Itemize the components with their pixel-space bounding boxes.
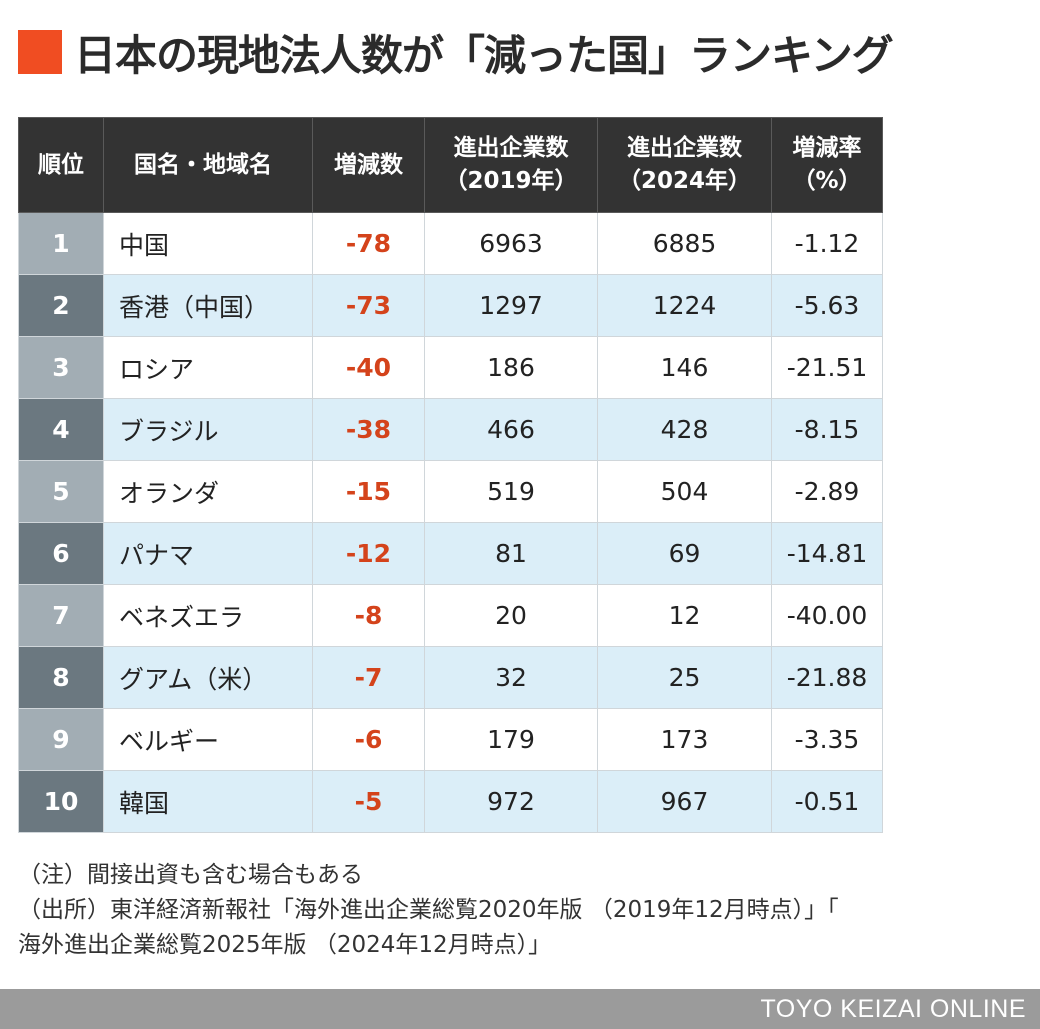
page-title: 日本の現地法人数が「減った国」ランキング <box>74 30 894 80</box>
diff-cell: -8 <box>312 584 425 647</box>
header-rate: 増減率 （%） <box>771 117 883 213</box>
count-2019-cell: 1297 <box>424 274 598 337</box>
table-header: 順位 国名・地域名 増減数 進出企業数 （2019年） 進出企業数 （2024年… <box>18 117 883 213</box>
title-area: 日本の現地法人数が「減った国」ランキング <box>18 22 894 82</box>
source-text-line1: （出所）東洋経済新報社「海外進出企業総覧2020年版 （2019年12月時点）」… <box>18 897 839 923</box>
rate-cell: -8.15 <box>771 398 883 461</box>
table-row: 10 韓国 -5 972 967 -0.51 <box>18 770 883 833</box>
diff-cell: -7 <box>312 646 425 709</box>
country-name-cell: ベネズエラ <box>103 584 313 647</box>
rate-cell: -21.88 <box>771 646 883 709</box>
country-name-cell: 韓国 <box>103 770 313 833</box>
rank-cell: 6 <box>18 522 104 585</box>
diff-cell: -12 <box>312 522 425 585</box>
header-rate-line1: 増減率 <box>792 135 862 161</box>
count-2024-cell: 146 <box>597 336 772 399</box>
count-2019-cell: 20 <box>424 584 598 647</box>
header-diff: 増減数 <box>312 117 425 213</box>
country-name-cell: ロシア <box>103 336 313 399</box>
diff-cell: -15 <box>312 460 425 523</box>
count-2024-cell: 25 <box>597 646 772 709</box>
title-marker-icon <box>18 30 62 74</box>
table-row: 2 香港（中国） -73 1297 1224 -5.63 <box>18 274 883 337</box>
count-2019-cell: 519 <box>424 460 598 523</box>
rank-cell: 5 <box>18 460 104 523</box>
diff-cell: -6 <box>312 708 425 771</box>
header-count-2024-line1: 進出企業数 <box>627 135 742 161</box>
header-count-2019-line1: 進出企業数 <box>453 135 569 161</box>
diff-cell: -73 <box>312 274 425 337</box>
country-name-cell: ベルギー <box>103 708 313 771</box>
brand-logo: TOYO KEIZAI ONLINE <box>760 995 1026 1023</box>
diff-cell: -38 <box>312 398 425 461</box>
rank-cell: 4 <box>18 398 104 461</box>
source-text-line2: 海外進出企業総覧2025年版 （2024年12月時点）」 <box>18 932 552 958</box>
header-name-label: 国名・地域名 <box>134 151 272 178</box>
count-2024-cell: 1224 <box>597 274 772 337</box>
count-2024-cell: 504 <box>597 460 772 523</box>
count-2024-cell: 428 <box>597 398 772 461</box>
rate-cell: -14.81 <box>771 522 883 585</box>
note-text: （注）間接出資も含む場合もある <box>18 862 363 888</box>
header-count-2024: 進出企業数 （2024年） <box>597 117 772 213</box>
diff-cell: -78 <box>312 212 425 275</box>
rate-cell: -1.12 <box>771 212 883 275</box>
header-row: 順位 国名・地域名 増減数 進出企業数 （2019年） 進出企業数 （2024年… <box>18 117 883 213</box>
rank-cell: 8 <box>18 646 104 709</box>
table-row: 3 ロシア -40 186 146 -21.51 <box>18 336 883 399</box>
rank-cell: 3 <box>18 336 104 399</box>
rate-cell: -2.89 <box>771 460 883 523</box>
diff-cell: -5 <box>312 770 425 833</box>
header-count-2019-line2: （2019年） <box>444 168 578 194</box>
count-2024-cell: 6885 <box>597 212 772 275</box>
header-count-2024-line2: （2024年） <box>617 168 751 194</box>
ranking-table: 順位 国名・地域名 増減数 進出企業数 （2019年） 進出企業数 （2024年… <box>18 117 883 833</box>
table-row: 6 パナマ -12 81 69 -14.81 <box>18 522 883 585</box>
count-2019-cell: 32 <box>424 646 598 709</box>
table-row: 1 中国 -78 6963 6885 -1.12 <box>18 212 883 275</box>
count-2019-cell: 186 <box>424 336 598 399</box>
rank-cell: 2 <box>18 274 104 337</box>
header-count-2019: 進出企業数 （2019年） <box>424 117 598 213</box>
count-2024-cell: 69 <box>597 522 772 585</box>
table-row: 4 ブラジル -38 466 428 -8.15 <box>18 398 883 461</box>
table-row: 5 オランダ -15 519 504 -2.89 <box>18 460 883 523</box>
header-rate-line2: （%） <box>792 168 862 194</box>
table-row: 7 ベネズエラ -8 20 12 -40.00 <box>18 584 883 647</box>
count-2019-cell: 179 <box>424 708 598 771</box>
table-row: 9 ベルギー -6 179 173 -3.35 <box>18 708 883 771</box>
count-2024-cell: 173 <box>597 708 772 771</box>
rate-cell: -21.51 <box>771 336 883 399</box>
count-2019-cell: 81 <box>424 522 598 585</box>
country-name-cell: グアム（米） <box>103 646 313 709</box>
rate-cell: -3.35 <box>771 708 883 771</box>
country-name-cell: 中国 <box>103 212 313 275</box>
footer-bar: TOYO KEIZAI ONLINE <box>0 989 1040 1029</box>
country-name-cell: ブラジル <box>103 398 313 461</box>
header-rank: 順位 <box>18 117 104 213</box>
country-name-cell: オランダ <box>103 460 313 523</box>
count-2024-cell: 967 <box>597 770 772 833</box>
country-name-cell: 香港（中国） <box>103 274 313 337</box>
country-name-cell: パナマ <box>103 522 313 585</box>
rate-cell: -40.00 <box>771 584 883 647</box>
rate-cell: -5.63 <box>771 274 883 337</box>
count-2019-cell: 972 <box>424 770 598 833</box>
diff-cell: -40 <box>312 336 425 399</box>
count-2019-cell: 6963 <box>424 212 598 275</box>
rank-cell: 1 <box>18 212 104 275</box>
header-name: 国名・地域名 <box>103 117 313 213</box>
table-body: 1 中国 -78 6963 6885 -1.12 2 香港（中国） -73 12… <box>18 212 883 833</box>
count-2024-cell: 12 <box>597 584 772 647</box>
rank-cell: 7 <box>18 584 104 647</box>
rank-cell: 9 <box>18 708 104 771</box>
rank-cell: 10 <box>18 770 104 833</box>
count-2019-cell: 466 <box>424 398 598 461</box>
rate-cell: -0.51 <box>771 770 883 833</box>
notes: （注）間接出資も含む場合もある （出所）東洋経済新報社「海外進出企業総覧2020… <box>18 858 839 963</box>
table-row: 8 グアム（米） -7 32 25 -21.88 <box>18 646 883 709</box>
